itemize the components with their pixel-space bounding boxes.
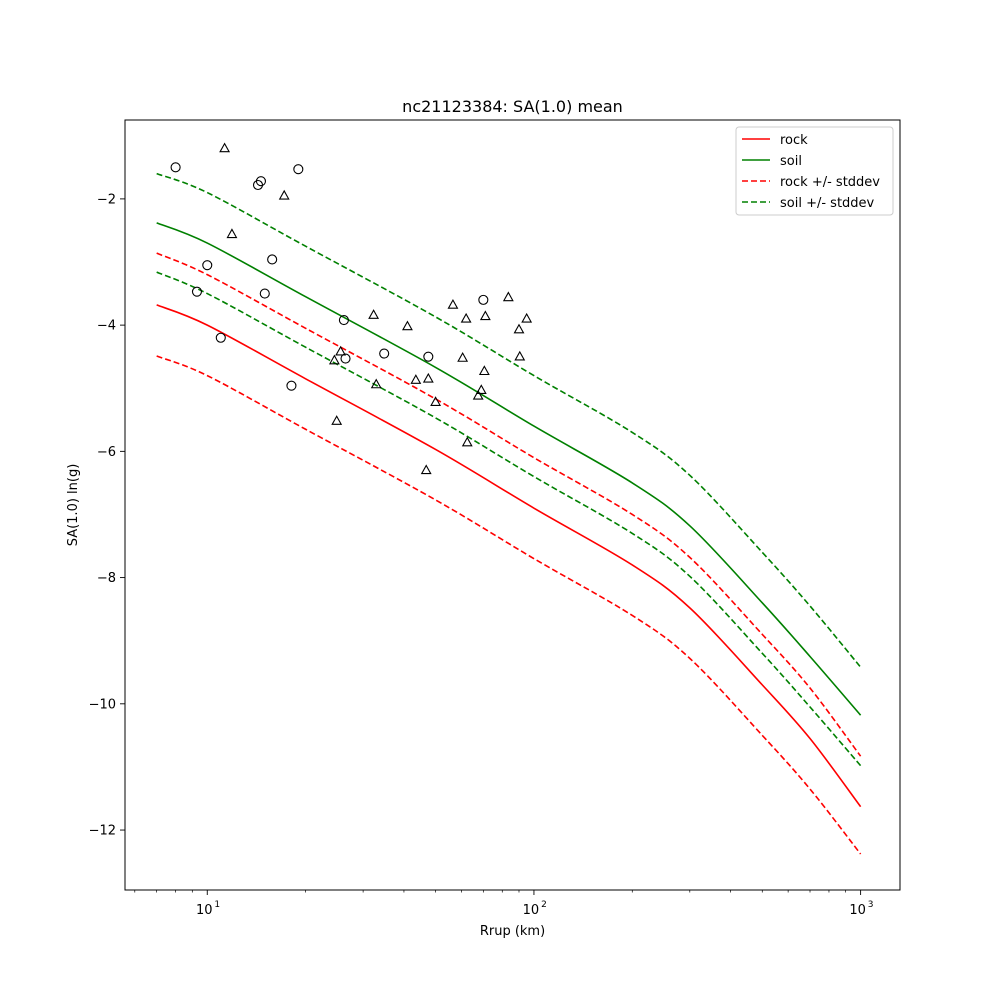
x-tick-exponent: 1 — [214, 900, 220, 910]
x-tick-label: 10 — [523, 903, 540, 918]
data-point-circle — [338, 315, 349, 326]
x-tick-exponent: 2 — [541, 900, 547, 910]
y-tick-label: −6 — [97, 445, 116, 460]
x-tick-label: 10 — [849, 903, 866, 918]
legend-label: rock +/- stddev — [780, 175, 880, 190]
x-axis: 10 1 10 2 10 3 — [134, 890, 874, 918]
data-point-circle — [267, 254, 278, 265]
data-point-triangle — [278, 189, 290, 200]
legend: rock soil rock +/- stddev soil +/- stddev — [735, 126, 894, 216]
data-point-triangle — [502, 291, 514, 302]
series-line-3 — [156, 355, 862, 855]
data-point-triangle — [472, 389, 484, 400]
data-point-triangle — [331, 415, 343, 425]
data-point-circle — [478, 294, 489, 305]
data-point-triangle — [513, 323, 525, 334]
y-tick-label: −4 — [97, 319, 116, 334]
data-point-triangle — [514, 350, 526, 361]
data-point-triangle — [479, 310, 491, 321]
data-point-circle — [191, 286, 203, 297]
series-line-1 — [156, 222, 862, 716]
data-point-triangle — [478, 365, 490, 376]
data-point-circle — [379, 348, 390, 359]
y-tick-label: −12 — [89, 824, 116, 839]
legend-label: soil — [780, 154, 802, 169]
data-point-triangle — [402, 320, 413, 331]
series-line-0 — [156, 304, 862, 808]
x-tick-label: 10 — [196, 903, 213, 918]
data-point-circle — [215, 332, 226, 343]
data-point-triangle — [430, 396, 442, 406]
data-point-triangle — [370, 378, 382, 389]
data-point-triangle — [457, 352, 469, 362]
data-point-triangle — [335, 345, 347, 356]
legend-frame — [735, 126, 894, 216]
series-line-5 — [156, 271, 862, 767]
y-tick-label: −2 — [97, 192, 116, 207]
data-point-triangle — [521, 312, 533, 323]
plot-area — [156, 142, 862, 855]
legend-label: rock — [780, 133, 808, 148]
y-tick-label: −8 — [97, 571, 116, 586]
x-tick-exponent: 3 — [868, 900, 874, 910]
data-point-circle — [255, 176, 267, 187]
data-point-circle — [423, 351, 434, 362]
data-point-triangle — [475, 384, 487, 394]
data-point-triangle — [461, 436, 473, 447]
data-point-circle — [259, 288, 270, 299]
data-point-triangle — [460, 312, 472, 323]
data-point-triangle — [368, 309, 380, 319]
data-point-circle — [286, 380, 297, 391]
data-point-triangle — [219, 142, 231, 153]
data-point-triangle — [226, 228, 238, 239]
data-point-triangle — [410, 374, 422, 384]
series-line-4 — [156, 172, 862, 668]
data-point-circle — [293, 164, 304, 175]
data-point-triangle — [420, 464, 432, 475]
data-point-circle — [170, 162, 181, 173]
chart-title: nc21123384: SA(1.0) mean — [402, 97, 623, 116]
data-point-triangle — [328, 354, 340, 365]
data-point-triangle — [422, 372, 434, 383]
data-point-circle — [340, 353, 351, 364]
axes-frame — [124, 119, 901, 891]
data-point-circle — [202, 260, 213, 271]
legend-label: soil +/- stddev — [780, 196, 875, 211]
x-axis-label: Rrup (km) — [480, 924, 545, 939]
y-axis-label: SA(1.0) ln(g) — [66, 464, 81, 547]
series-line-2 — [156, 252, 862, 757]
data-point-triangle — [447, 298, 459, 309]
y-axis: −2 −4 −6 −8 −10 −12 — [89, 192, 125, 839]
y-tick-label: −10 — [89, 697, 116, 712]
